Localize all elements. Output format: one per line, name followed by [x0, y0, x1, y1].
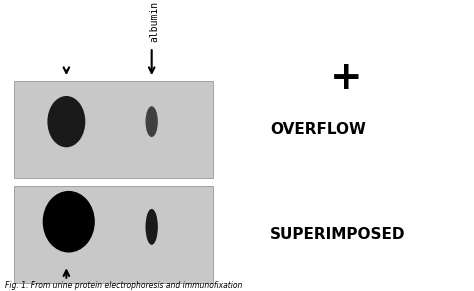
Text: albumin: albumin	[149, 1, 159, 42]
Ellipse shape	[43, 191, 95, 253]
Text: SUPERIMPOSED: SUPERIMPOSED	[270, 227, 406, 242]
Bar	[14, 186, 213, 283]
Text: OVERFLOW: OVERFLOW	[270, 122, 366, 137]
Ellipse shape	[47, 96, 85, 147]
Ellipse shape	[146, 106, 158, 137]
Bar	[14, 81, 213, 178]
Text: +: +	[330, 59, 362, 97]
Ellipse shape	[146, 209, 158, 245]
Text: Fig. 1. From urine protein electrophoresis and immunofixation: Fig. 1. From urine protein electrophores…	[5, 281, 242, 290]
